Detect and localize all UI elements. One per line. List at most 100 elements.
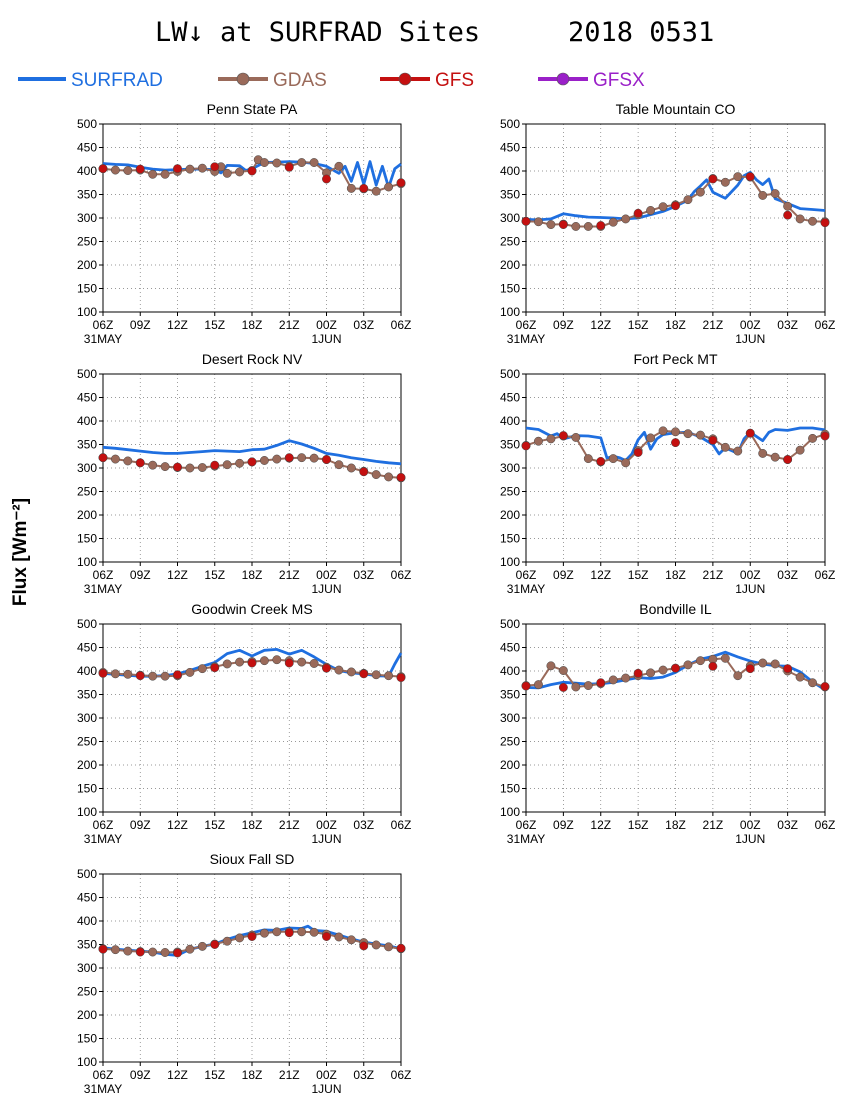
point-gfs: [98, 164, 108, 174]
y-tick-label: 200: [77, 1008, 97, 1022]
panel-penn-state-pa: Penn State PA 100 150 200 250 300 350 400 450 500…: [77, 101, 411, 346]
panel-table-mountain-co: Table Mountain CO 100 150 200 250 300 350 400 45…: [500, 101, 835, 346]
point-gdas: [795, 672, 805, 682]
point-gfs: [210, 460, 220, 470]
x-date-label: 31MAY: [84, 332, 122, 346]
x-tick-label: 06Z: [815, 318, 836, 332]
point-gdas: [720, 442, 730, 452]
point-gdas: [346, 463, 356, 473]
point-gdas: [583, 454, 593, 464]
point-gdas: [185, 667, 195, 677]
point-gdas: [222, 460, 232, 470]
point-gfs: [558, 683, 568, 692]
legend-label-surfrad: SURFRAD: [71, 70, 163, 91]
point-gdas: [185, 944, 195, 954]
point-gdas: [185, 463, 195, 473]
y-tick-label: 150: [500, 782, 520, 796]
point-gdas: [160, 169, 170, 179]
y-tick-label: 450: [500, 391, 520, 405]
y-tick-label: 450: [77, 641, 97, 655]
point-gdas: [197, 463, 207, 472]
y-tick-label: 350: [77, 938, 97, 952]
panel-title: Fort Peck MT: [633, 351, 717, 367]
panel-title: Goodwin Creek MS: [191, 601, 312, 617]
x-date-label: 31MAY: [507, 832, 545, 846]
point-gfs: [322, 932, 331, 941]
x-tick-label: 06Z: [391, 568, 412, 582]
point-gfs: [596, 678, 606, 688]
y-tick-label: 100: [77, 305, 97, 319]
point-gdas: [272, 927, 282, 937]
point-gfs: [671, 663, 680, 673]
x-tick-label: 03Z: [353, 818, 374, 832]
point-gdas: [123, 166, 133, 175]
x-tick-label: 09Z: [130, 818, 151, 832]
point-gfs: [284, 453, 294, 463]
x-tick-label: 06Z: [391, 818, 412, 832]
legend-label-gfsx: GFSX: [593, 70, 645, 91]
point-gdas: [259, 456, 269, 465]
point-gdas: [309, 453, 319, 463]
y-tick-label: 450: [500, 141, 520, 155]
point-gdas: [808, 433, 817, 443]
legend-item-gfs: GFS: [380, 70, 474, 91]
x-tick-label: 15Z: [204, 1068, 225, 1082]
point-gfs: [396, 178, 406, 188]
x-date-label: 1JUN: [735, 832, 765, 846]
x-tick-label: 21Z: [703, 818, 724, 832]
y-tick-label: 350: [500, 688, 520, 702]
panels: Penn State PA 100 150 200 250 300 350 400 450 500…: [77, 101, 835, 1096]
y-tick-label: 300: [500, 461, 520, 475]
point-gdas: [571, 222, 581, 231]
point-gfs: [396, 673, 406, 683]
x-tick-label: 00Z: [316, 818, 337, 832]
legend-marker-gfs: [398, 72, 412, 86]
point-gfs: [396, 472, 406, 482]
y-tick-label: 250: [77, 235, 97, 249]
point-gdas: [795, 445, 805, 455]
point-gdas: [621, 214, 631, 224]
x-tick-label: 18Z: [242, 818, 263, 832]
legend-marker-gfsx: [556, 72, 570, 86]
panel-fort-peck-mt: Fort Peck MT 100 150 200 250 300 350 400 450 500 0…: [500, 351, 835, 596]
point-gfs: [284, 928, 294, 938]
point-gfs: [521, 441, 531, 451]
y-tick-label: 500: [500, 617, 520, 631]
point-gfs: [633, 668, 643, 678]
point-gdas: [148, 460, 158, 470]
x-tick-label: 12Z: [167, 318, 188, 332]
y-tick-label: 100: [77, 1055, 97, 1069]
legend-item-gfsx: GFSX: [538, 70, 645, 91]
point-gdas: [608, 454, 618, 464]
point-gfs: [98, 944, 108, 954]
y-tick-label: 150: [500, 282, 520, 296]
point-gfs: [173, 670, 182, 680]
y-tick-label: 150: [77, 532, 97, 546]
figure-title-left: LW↓ at SURFRAD Sites: [155, 17, 480, 48]
x-tick-label: 06Z: [93, 1068, 114, 1082]
x-tick-label: 06Z: [516, 568, 537, 582]
point-gfs: [247, 658, 257, 668]
point-gdas: [384, 182, 394, 192]
point-gfs: [671, 201, 680, 211]
x-date-label: 31MAY: [84, 582, 122, 596]
point-gdas: [297, 158, 307, 167]
point-gdas: [160, 462, 170, 472]
y-tick-label: 200: [500, 508, 520, 522]
point-gdas: [259, 158, 269, 167]
legend-marker-gdas: [236, 72, 250, 86]
point-gdas: [384, 942, 394, 952]
point-gdas: [110, 454, 120, 464]
legend-item-surfrad: SURFRAD: [18, 70, 163, 91]
point-gfs: [173, 948, 182, 958]
x-tick-label: 00Z: [740, 318, 761, 332]
point-gdas: [297, 453, 307, 463]
y-tick-label: 200: [500, 258, 520, 272]
y-tick-label: 350: [77, 688, 97, 702]
y-tick-label: 350: [77, 188, 97, 202]
point-gfs: [322, 455, 331, 464]
point-gfs: [210, 940, 220, 949]
y-tick-label: 500: [77, 867, 97, 881]
y-tick-label: 350: [500, 188, 520, 202]
